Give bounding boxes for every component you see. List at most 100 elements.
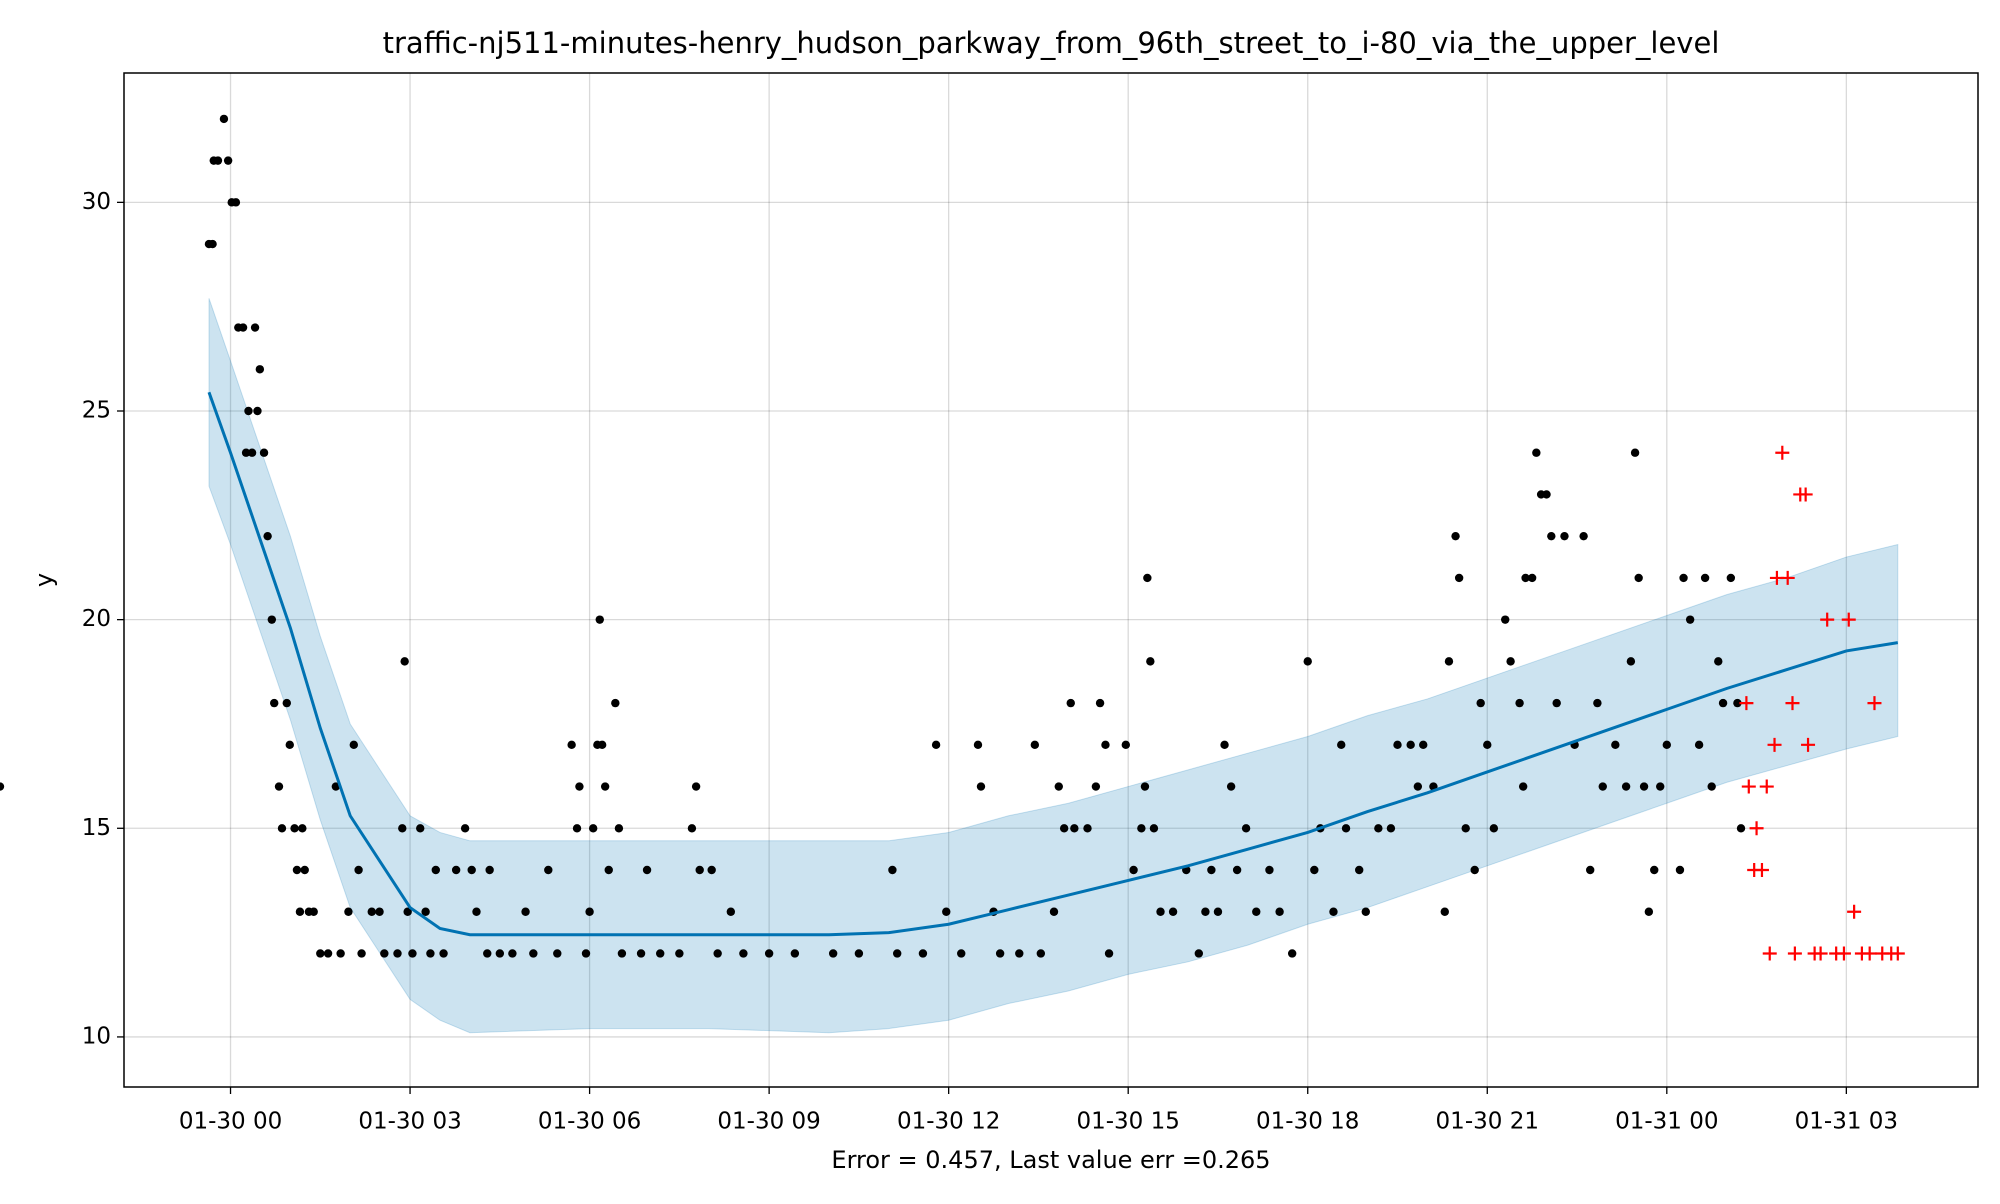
observed-point	[1506, 657, 1515, 666]
observed-point	[1634, 573, 1643, 583]
observed-point	[1374, 824, 1383, 833]
test-point	[1847, 904, 1862, 919]
y-tick-label: 25	[82, 398, 111, 424]
test-point	[1749, 821, 1764, 836]
observed-point	[790, 949, 800, 958]
observed-point	[467, 865, 476, 875]
observed-point	[521, 907, 530, 916]
x-tick-label: 01-30 21	[1436, 1109, 1539, 1135]
x-tick-label: 01-30 06	[538, 1109, 641, 1135]
observed-point	[431, 865, 440, 875]
observed-point	[595, 615, 604, 624]
observed-point	[707, 865, 716, 875]
observed-point	[1226, 782, 1236, 791]
observed-point	[439, 949, 448, 958]
observed-point	[617, 949, 627, 958]
observed-point	[1560, 531, 1569, 541]
x-tick-label: 01-30 09	[717, 1109, 820, 1135]
observed-point	[1440, 907, 1449, 916]
observed-point	[309, 907, 318, 916]
chart-title: traffic-nj511-minutes-henry_hudson_parkw…	[383, 26, 1720, 60]
test-point	[1780, 570, 1795, 585]
observed-point	[255, 365, 265, 374]
observed-point	[942, 907, 951, 916]
observed-point	[460, 824, 470, 833]
observed-point	[336, 949, 345, 958]
observed-point	[588, 824, 598, 833]
observed-point	[1059, 824, 1069, 833]
observed-point	[1393, 740, 1402, 750]
observed-point	[1070, 824, 1079, 833]
observed-point	[1521, 573, 1530, 583]
observed-point	[1036, 949, 1046, 958]
observed-point	[1598, 782, 1607, 791]
observed-point	[1579, 531, 1588, 541]
observed-point	[1140, 782, 1150, 791]
observed-point	[416, 824, 425, 833]
observed-point	[400, 657, 409, 666]
x-axis-label: Error = 0.457, Last value err =0.265	[831, 1146, 1270, 1174]
test-point	[1841, 612, 1856, 627]
observed-point	[1733, 698, 1742, 708]
observed-point	[393, 949, 402, 958]
observed-point	[1287, 949, 1297, 958]
observed-point	[1515, 698, 1524, 708]
observed-point	[244, 406, 253, 416]
observed-point	[614, 824, 624, 833]
observed-point	[1213, 907, 1223, 916]
observed-point	[1194, 949, 1204, 958]
observed-point	[918, 949, 928, 958]
observed-point	[380, 949, 389, 958]
test-point	[1820, 612, 1835, 627]
observed-point	[282, 698, 291, 708]
observed-point	[1337, 740, 1346, 750]
observed-point	[1593, 698, 1602, 708]
x-tick-label: 01-30 12	[897, 1109, 1000, 1135]
observed-point	[553, 949, 562, 958]
observed-point	[208, 239, 217, 249]
observed-point	[695, 865, 704, 875]
x-tick-label: 01-30 15	[1076, 1109, 1179, 1135]
observed-point	[250, 323, 260, 332]
observed-point	[285, 740, 294, 750]
observed-point	[241, 448, 251, 457]
observed-point	[367, 907, 376, 916]
observed-point	[1639, 782, 1649, 791]
observed-point	[1220, 740, 1229, 750]
test-point	[1862, 946, 1877, 961]
test-point	[1787, 946, 1802, 961]
observed-point	[495, 949, 505, 958]
test-point	[1890, 946, 1905, 961]
x-tick-label: 01-30 03	[358, 1109, 461, 1135]
observed-point	[1476, 698, 1485, 708]
observed-point	[259, 448, 269, 457]
observed-point	[247, 448, 257, 457]
x-tick-label: 01-31 03	[1795, 1109, 1898, 1135]
observed-point	[1091, 782, 1101, 791]
test-point	[1762, 946, 1777, 961]
observed-point	[344, 907, 353, 916]
observed-point	[1685, 615, 1695, 624]
observed-point	[892, 949, 902, 958]
observed-point	[828, 949, 838, 958]
observed-point	[1275, 907, 1284, 916]
observed-point	[375, 907, 384, 916]
observed-point	[290, 824, 299, 833]
x-tick-label: 01-31 00	[1615, 1109, 1718, 1135]
observed-point	[426, 949, 435, 958]
observed-point	[1413, 782, 1423, 791]
observed-point	[253, 406, 262, 416]
observed-point	[854, 949, 864, 958]
observed-point	[888, 865, 897, 875]
observed-point	[472, 907, 481, 916]
observed-point	[1066, 698, 1075, 708]
observed-point	[1679, 573, 1688, 583]
test-point	[1754, 863, 1769, 878]
observed-point	[485, 865, 494, 875]
observed-point	[219, 114, 229, 124]
observed-point	[1129, 865, 1138, 875]
observed-point	[572, 824, 582, 833]
observed-point	[1656, 782, 1665, 791]
observed-point	[575, 782, 584, 791]
